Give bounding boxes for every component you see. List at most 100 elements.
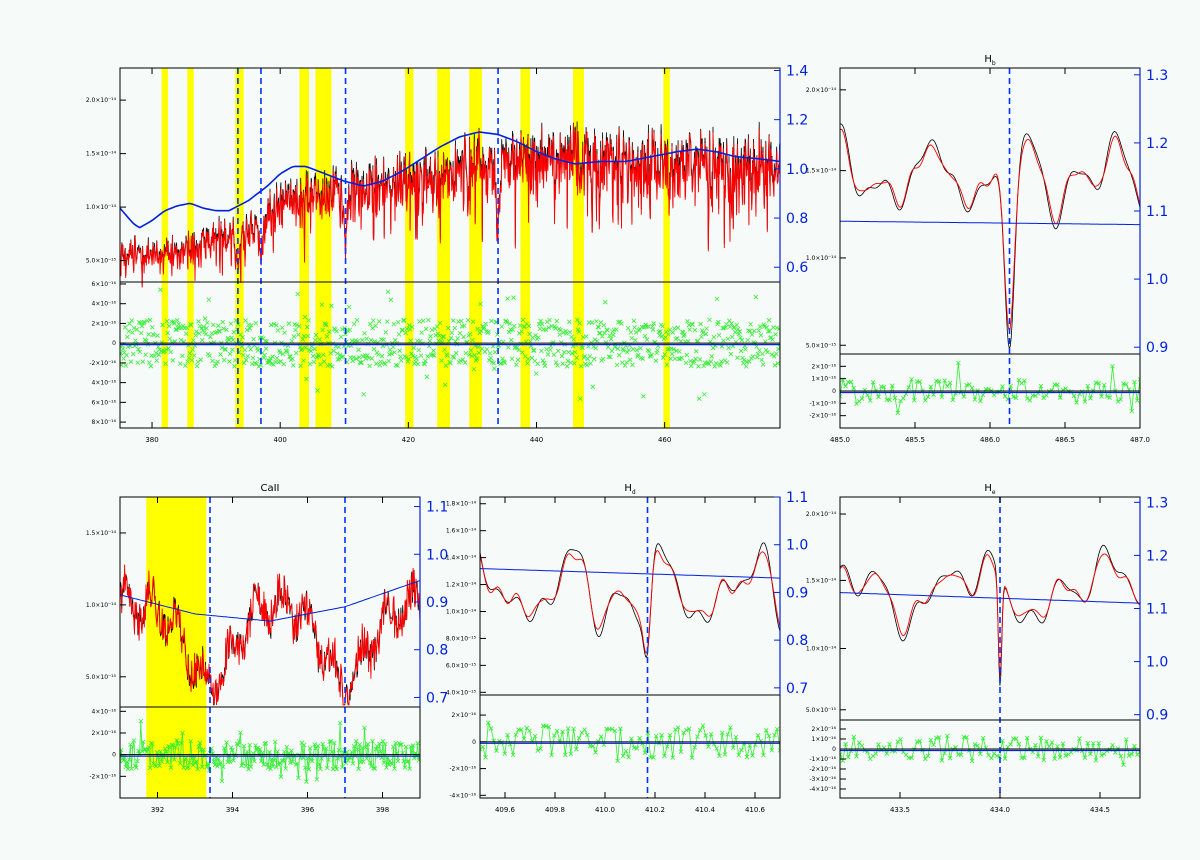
residual-point (701, 363, 706, 369)
panel-title-subscript: e (992, 489, 996, 496)
residual-point (258, 363, 264, 368)
residual-point (504, 320, 510, 325)
residual-point (718, 363, 723, 368)
residual-point (324, 322, 329, 327)
residual-point (423, 326, 429, 332)
residual-point (375, 340, 380, 345)
y2-tick-label: 0.7 (426, 690, 448, 706)
residual-point (417, 319, 422, 324)
residual-point (591, 344, 596, 349)
residual-point (474, 356, 480, 361)
residual-point (315, 388, 320, 393)
mask-band (315, 68, 332, 428)
residual-point (194, 329, 199, 334)
residual-point (168, 349, 173, 355)
y2-tick-label: 1.0 (1146, 272, 1168, 288)
residual-point (737, 329, 742, 334)
y2-tick-label: 0.9 (1146, 708, 1168, 724)
residual-point (774, 325, 780, 331)
residual-point (627, 357, 633, 363)
residual-point (714, 296, 720, 302)
residual-point (571, 337, 576, 342)
residual-point (537, 326, 543, 332)
residual-point (558, 340, 564, 345)
residual-point (281, 361, 286, 367)
residual-point (427, 338, 433, 344)
residual-point (642, 333, 648, 339)
residual-point (481, 325, 487, 330)
residual-point (602, 299, 608, 305)
panel-frame (479, 496, 781, 799)
residual-point (496, 343, 502, 348)
residual-point (166, 323, 172, 329)
residual-point (198, 357, 204, 363)
y-tick-label: 2.0×10⁻¹⁴ (86, 97, 117, 104)
plot-area-caII (120, 497, 420, 798)
plot-area-hdelta (480, 497, 780, 798)
y-tick-label: 1.0×10⁻¹⁴ (806, 255, 837, 262)
mask-band (146, 497, 207, 798)
residual-point (209, 331, 215, 336)
residual-point (442, 347, 447, 352)
residual-point (614, 327, 619, 332)
residual-point (296, 332, 301, 338)
residual-point (754, 355, 760, 360)
residual-point (596, 324, 601, 330)
residual-point (227, 359, 232, 364)
residual-point (425, 354, 430, 359)
residual-point (628, 330, 634, 335)
residual-point (514, 345, 520, 350)
residual-point (634, 347, 640, 353)
residual-point (651, 321, 657, 326)
residual-point (340, 354, 346, 359)
residual-point (373, 323, 378, 329)
residual-point (185, 359, 190, 364)
residual-point (165, 330, 171, 336)
residual-point (202, 316, 208, 321)
residual-point (774, 351, 779, 356)
residual-point (247, 325, 253, 331)
residual-point (415, 361, 421, 367)
residual-point (368, 321, 373, 327)
residual-point (627, 342, 632, 348)
residual-point (335, 357, 341, 362)
residual-tick-label: 0 (112, 340, 116, 347)
panel-title: Hd (624, 483, 636, 496)
residual-point (696, 364, 701, 369)
residual-point (296, 323, 302, 329)
residual-point (302, 314, 308, 320)
residual-point (611, 332, 616, 338)
residual-point (516, 347, 521, 353)
residual-point (506, 345, 511, 350)
residual-point (228, 321, 234, 326)
residual-point (219, 345, 225, 350)
residual-point (312, 346, 317, 352)
residual-point (141, 319, 147, 325)
residual-point (764, 325, 770, 330)
residual-point (1137, 377, 1140, 382)
residual-point (712, 364, 717, 369)
residual-point (546, 325, 552, 330)
residual-point (629, 335, 634, 341)
residual-point (263, 338, 268, 344)
residual-point (757, 348, 762, 353)
residual-point (755, 351, 761, 357)
residual-point (301, 333, 307, 339)
residual-point (289, 338, 295, 344)
residual-point (578, 363, 584, 369)
residual-point (616, 352, 622, 358)
residual-point (130, 330, 135, 335)
residual-point (321, 352, 326, 358)
residual-point (230, 337, 236, 343)
residual-point (173, 327, 179, 333)
residual-point (177, 361, 183, 366)
residual-point (498, 360, 504, 366)
residual-tick-label: 6×10⁻¹⁶ (92, 399, 117, 406)
residual-point (304, 324, 310, 330)
residual-point (408, 338, 414, 343)
x-tick-label: 410.0 (595, 806, 615, 814)
residual-point (609, 348, 615, 354)
residual-point (409, 324, 415, 330)
residual-point (700, 330, 706, 336)
x-tick-label: 433.5 (890, 806, 910, 814)
